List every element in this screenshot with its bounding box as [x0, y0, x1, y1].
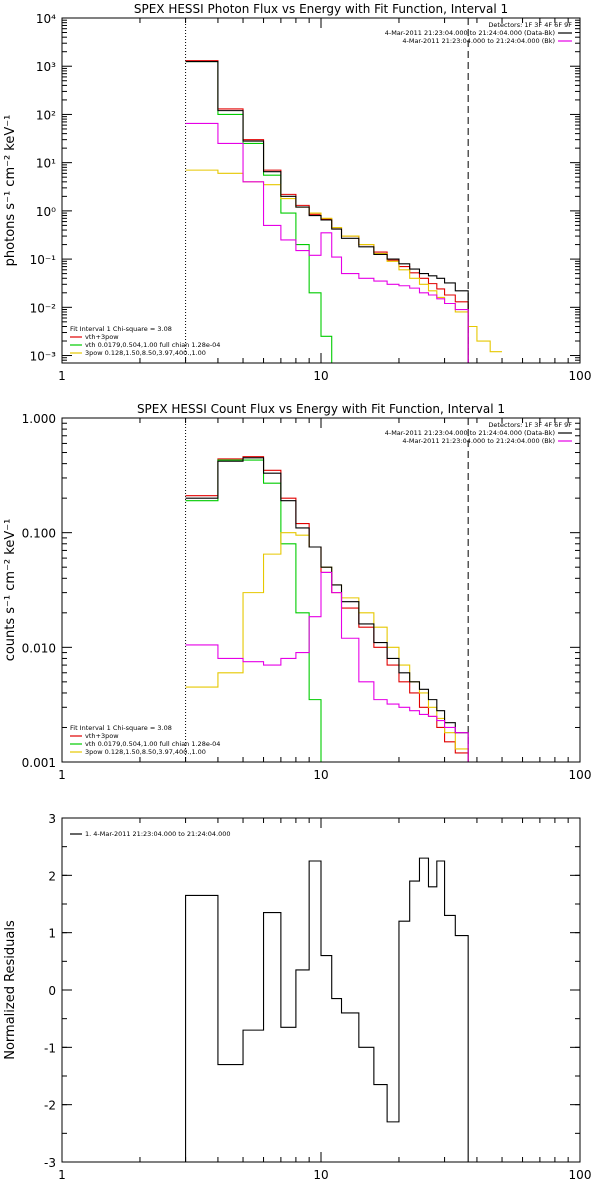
y-tick-label: 10⁻²	[30, 301, 57, 315]
legend-header: Fit Interval 1 Chi-square = 3.08	[70, 325, 172, 333]
x-tick-label: 100	[569, 768, 592, 782]
series-line-data-bk	[185, 60, 469, 363]
y-tick-label: 10⁰	[36, 205, 56, 219]
chart-title: SPEX HESSI Count Flux vs Energy with Fit…	[137, 402, 505, 416]
plot-frame	[61, 417, 581, 763]
photon-flux-panel: SPEX HESSI Photon Flux vs Energy with Fi…	[3, 2, 591, 383]
legend-entry: vth+3pow	[85, 333, 119, 341]
legend-entry: 4-Mar-2011 21:23:04.000 to 21:24:04.000 …	[385, 429, 555, 437]
y-tick-label: 10⁻³	[30, 350, 57, 364]
y-tick-label: -3	[44, 1156, 56, 1170]
y-axis-label: counts s⁻¹ cm⁻² keV⁻¹	[3, 519, 18, 662]
y-tick-label: 10²	[36, 108, 56, 122]
series-line-bk	[185, 122, 469, 363]
series-line-1-4-mar-2011-21-23-04-000-to-21-24-04-000	[185, 857, 469, 1162]
x-tick-label: 1	[58, 768, 66, 782]
x-tick-label: 10	[313, 369, 328, 383]
y-tick-label: 0	[48, 984, 56, 998]
y-tick-label: 3	[48, 812, 56, 826]
series-line-vth	[185, 60, 333, 363]
legend-header: Detectors: 1F 3F 4F 6F 9F	[488, 421, 572, 429]
x-tick-label: 100	[569, 1168, 592, 1182]
legend-entry: 4-Mar-2011 21:23:04.000 to 21:24:04.000 …	[402, 37, 555, 45]
y-tick-label: 10⁴	[36, 12, 56, 26]
y-tick-label: 0.001	[22, 756, 56, 770]
x-tick-label: 10	[313, 1168, 328, 1182]
series-line-vth-3pow	[185, 456, 469, 762]
series-line-3pow	[185, 169, 503, 353]
series-line-3pow	[185, 532, 469, 762]
series-line-data-bk	[185, 457, 469, 762]
residuals-panel: Normalized Residuals 1 10 100 -3 -2 -1 0 1 2 3 1. 4…	[3, 812, 591, 1182]
series-line-vth-3pow	[185, 60, 469, 363]
legend-entry: 3pow 0.128,1.50,8.50,3.97,400.,1.00	[85, 748, 206, 756]
y-tick-label: 10³	[36, 60, 56, 74]
y-tick-label: 0.010	[22, 641, 56, 655]
legend-entry: vth 0.0179,0.504,1.00 full chian 1.28e-0…	[85, 740, 220, 748]
count-flux-panel: SPEX HESSI Count Flux vs Energy with Fit…	[3, 402, 591, 782]
y-tick-label: 1.000	[22, 412, 56, 426]
y-tick-label: -1	[44, 1041, 56, 1055]
x-tick-label: 10	[313, 768, 328, 782]
x-tick-label: 100	[569, 369, 592, 383]
y-axis-label: photons s⁻¹ cm⁻² keV⁻¹	[3, 115, 18, 267]
legend-entry: 3pow 0.128,1.50,8.50,3.97,400.,1.00	[85, 349, 206, 357]
series-line-vth	[185, 459, 322, 762]
y-tick-label: 10⁻¹	[30, 253, 57, 267]
legend-header: Fit Interval 1 Chi-square = 3.08	[70, 724, 172, 732]
series-line-bk	[185, 571, 469, 762]
chart-title: SPEX HESSI Photon Flux vs Energy with Fi…	[134, 2, 508, 16]
x-tick-label: 1	[58, 1168, 66, 1182]
x-tick-label: 1	[58, 369, 66, 383]
plot-frame	[61, 817, 581, 1163]
legend-entry: 4-Mar-2011 21:23:04.000 to 21:24:04.000 …	[402, 437, 555, 445]
legend-entry: vth 0.0179,0.504,1.00 full chian 1.28e-0…	[85, 341, 220, 349]
y-axis-label: Normalized Residuals	[3, 920, 18, 1060]
plot-frame	[61, 17, 581, 364]
legend-entry: 4-Mar-2011 21:23:04.000 to 21:24:04.000 …	[385, 29, 555, 37]
legend-entry: vth+3pow	[85, 732, 119, 740]
y-tick-label: 10¹	[36, 157, 56, 171]
y-tick-label: 1	[48, 927, 56, 941]
y-tick-label: -2	[44, 1099, 56, 1113]
y-tick-label: 2	[48, 869, 56, 883]
legend-header: Detectors: 1F 3F 4F 6F 9F	[488, 21, 572, 29]
legend-entry: 1. 4-Mar-2011 21:23:04.000 to 21:24:04.0…	[85, 830, 231, 838]
y-tick-label: 0.100	[22, 527, 56, 541]
